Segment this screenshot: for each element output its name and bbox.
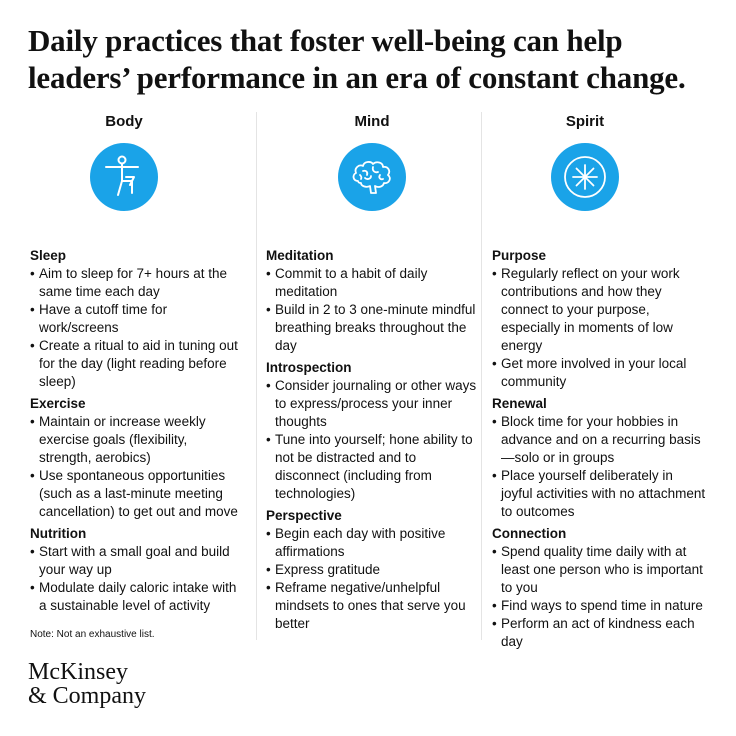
section-title: Nutrition: [30, 526, 87, 541]
list-item: Reframe negative/unhelpful mindsets to o…: [266, 579, 478, 633]
column-divider: [256, 112, 257, 640]
list-item: Have a cutoff time for work/screens: [30, 301, 242, 337]
section-title: Renewal: [492, 396, 547, 411]
list-item: Get more involved in your local communit…: [492, 355, 706, 391]
list-item: Maintain or increase weekly exercise goa…: [30, 413, 242, 467]
list-item: Build in 2 to 3 one-minute mindful breat…: [266, 301, 478, 355]
column-mind: Mind Meditation Commit to a habit of dai…: [266, 110, 478, 637]
list-item: Use spontaneous opportunities (such as a…: [30, 467, 242, 521]
list-item: Tune into yourself; hone ability to not …: [266, 431, 478, 503]
list-item: Start with a small goal and build your w…: [30, 543, 242, 579]
list-item: Begin each day with positive affirmation…: [266, 525, 478, 561]
starburst-icon: [551, 143, 619, 211]
section-title: Sleep: [30, 248, 67, 263]
section-title: Exercise: [30, 396, 86, 411]
section-perspective: Perspective Begin each day with positive…: [266, 507, 478, 633]
column-body: Body Sleep Aim to sleep for 7+ hours at …: [30, 110, 242, 619]
footnote: Note: Not an exhaustive list.: [30, 629, 155, 640]
person-stretching-icon: [90, 143, 158, 211]
section-purpose: Purpose Regularly reflect on your work c…: [492, 247, 706, 391]
list-item: Perform an act of kindness each day: [492, 615, 706, 651]
list-item: Block time for your hobbies in advance a…: [492, 413, 706, 467]
section-introspection: Introspection Consider journaling or oth…: [266, 359, 478, 503]
column-spirit: Spirit Purpose Regularly reflect on your…: [492, 110, 706, 655]
section-title: Introspection: [266, 360, 352, 375]
page-title: Daily practices that foster well-being c…: [28, 22, 718, 96]
title-line-2: leaders’ performance in an era of consta…: [28, 60, 686, 95]
section-title: Meditation: [266, 248, 334, 263]
section-title: Purpose: [492, 248, 547, 263]
section-exercise: Exercise Maintain or increase weekly exe…: [30, 395, 242, 521]
logo-line-2: & Company: [28, 683, 146, 709]
list-item: Aim to sleep for 7+ hours at the same ti…: [30, 265, 242, 301]
section-connection: Connection Spend quality time daily with…: [492, 525, 706, 651]
list-item: Find ways to spend time in nature: [492, 597, 706, 615]
list-item: Modulate daily caloric intake with a sus…: [30, 579, 242, 615]
column-heading: Mind: [354, 113, 390, 130]
section-renewal: Renewal Block time for your hobbies in a…: [492, 395, 706, 521]
column-heading: Spirit: [565, 113, 605, 130]
company-logo: McKinsey & Company: [28, 660, 146, 708]
list-item: Create a ritual to aid in tuning out for…: [30, 337, 242, 391]
list-item: Commit to a habit of daily meditation: [266, 265, 478, 301]
brain-icon: [338, 143, 406, 211]
section-meditation: Meditation Commit to a habit of daily me…: [266, 247, 478, 355]
section-sleep: Sleep Aim to sleep for 7+ hours at the s…: [30, 247, 242, 391]
title-line-1: Daily practices that foster well-being c…: [28, 23, 623, 58]
list-item: Regularly reflect on your work contribut…: [492, 265, 706, 355]
section-nutrition: Nutrition Start with a small goal and bu…: [30, 525, 242, 615]
list-item: Place yourself deliberately in joyful ac…: [492, 467, 706, 521]
list-item: Consider journaling or other ways to exp…: [266, 377, 478, 431]
list-item: Spend quality time daily with at least o…: [492, 543, 706, 597]
section-title: Connection: [492, 526, 567, 541]
list-item: Express gratitude: [266, 561, 478, 579]
logo-line-1: McKinsey: [28, 659, 128, 685]
column-heading: Body: [105, 113, 143, 130]
column-divider: [481, 112, 482, 640]
section-title: Perspective: [266, 508, 342, 523]
